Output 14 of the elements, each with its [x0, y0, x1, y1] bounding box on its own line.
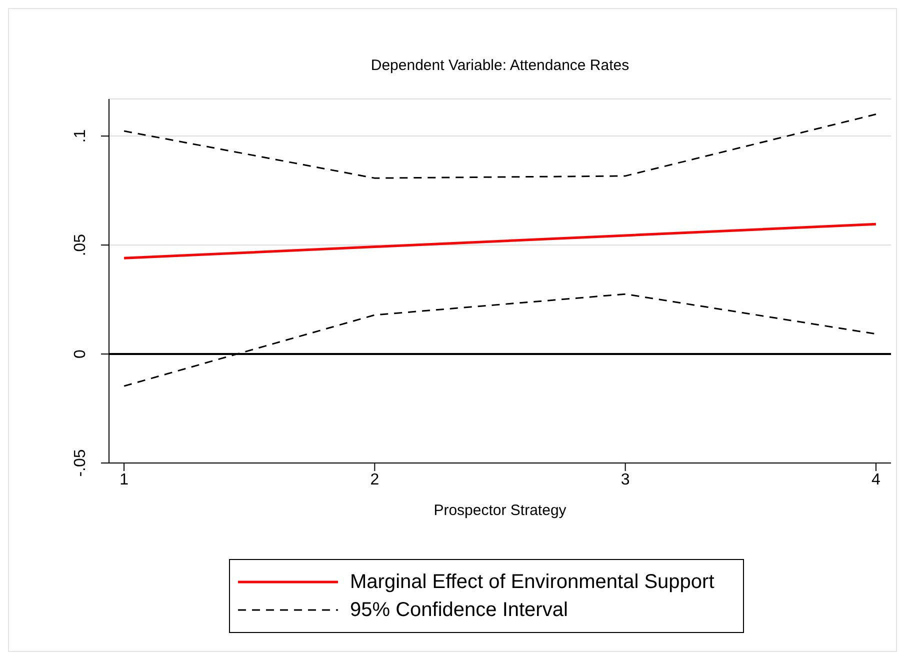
x-tick-label: 1: [120, 471, 129, 488]
y-tick-label: 0: [72, 349, 89, 358]
x-axis-title: Prospector Strategy: [434, 502, 567, 519]
legend-label: Marginal Effect of Environmental Support: [350, 570, 714, 594]
y-tick-label: .1: [72, 129, 89, 143]
line-series: [123, 114, 877, 179]
y-tick-label: -.05: [72, 449, 89, 477]
y-tick-label: .05: [72, 234, 89, 256]
chart-title: Dependent Variable: Attendance Rates: [370, 57, 630, 74]
line-series: [122, 222, 878, 260]
x-tick-label: 3: [620, 471, 630, 488]
legend-label: 95% Confidence Interval: [350, 598, 568, 622]
x-tick-label: 2: [370, 471, 380, 488]
x-tick-label: 4: [872, 471, 881, 488]
